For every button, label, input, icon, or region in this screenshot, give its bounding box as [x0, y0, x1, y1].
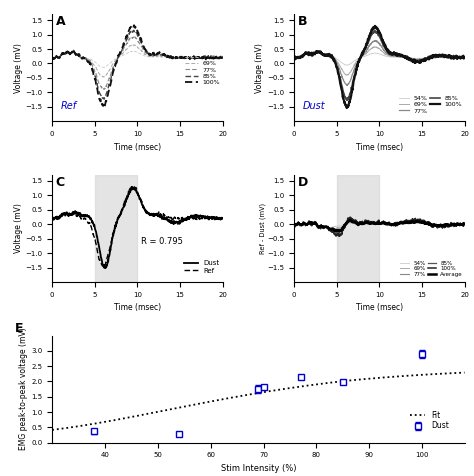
Ref: [220, 216, 226, 222]
Ref: [49, 215, 55, 221]
Ref: [100, 264, 106, 269]
Bar: [95, 175, 137, 282]
Ref: [127, 187, 132, 192]
Legend: 54%, 69%, 77%, 85%, 100%, Average: 54%, 69%, 77%, 85%, 100%, Average: [398, 258, 465, 279]
X-axis label: Time (msec): Time (msec): [356, 143, 403, 152]
Ref: [150, 212, 156, 218]
Text: Dust: Dust: [302, 100, 325, 111]
Fit: [295, 384, 301, 390]
Legend: Fit, Dust: Fit, Dust: [407, 408, 453, 434]
Fit: [397, 373, 402, 379]
X-axis label: Time (msec): Time (msec): [114, 143, 161, 152]
Text: C: C: [55, 176, 64, 189]
Bar: [337, 175, 379, 282]
Ref: [80, 216, 85, 222]
Fit: [49, 427, 55, 433]
Fit: [301, 383, 307, 389]
Fit: [423, 372, 429, 377]
Dust: [178, 219, 184, 225]
Dust: [220, 215, 226, 221]
Legend: 54%, 69%, 77%, 85%, 100%: 54%, 69%, 77%, 85%, 100%: [397, 93, 465, 116]
Text: R = 0.795: R = 0.795: [141, 237, 182, 246]
Dust: [127, 189, 132, 195]
Dust: [129, 184, 135, 190]
Legend: 54%, 69%, 77%, 85%, 100%: 54%, 69%, 77%, 85%, 100%: [182, 52, 223, 88]
Y-axis label: Voltage (mV): Voltage (mV): [14, 204, 23, 253]
Legend: Dust, Ref: Dust, Ref: [182, 258, 222, 277]
Y-axis label: Voltage (mV): Voltage (mV): [255, 43, 264, 93]
Ref: [164, 214, 169, 219]
Text: Ref: Ref: [61, 100, 77, 111]
Text: D: D: [298, 176, 308, 189]
Dust: [93, 228, 99, 234]
Fit: [462, 370, 467, 376]
X-axis label: Stim Intensity (%): Stim Intensity (%): [220, 464, 296, 473]
Y-axis label: EMG peak-to-peak voltage (mV): EMG peak-to-peak voltage (mV): [19, 328, 28, 450]
Dust: [150, 211, 156, 217]
Dust: [49, 217, 55, 222]
Fit: [51, 427, 56, 433]
X-axis label: Time (msec): Time (msec): [356, 303, 403, 312]
Text: A: A: [55, 15, 65, 29]
X-axis label: Time (msec): Time (msec): [114, 303, 161, 312]
Fit: [293, 384, 299, 390]
Ref: [130, 184, 136, 189]
Line: Dust: Dust: [52, 187, 223, 268]
Dust: [164, 217, 169, 222]
Line: Fit: Fit: [52, 373, 465, 430]
Text: E: E: [15, 321, 24, 335]
Dust: [102, 265, 108, 271]
Ref: [178, 216, 184, 221]
Ref: [93, 240, 99, 246]
Y-axis label: Ref - Dust (mV): Ref - Dust (mV): [259, 203, 266, 254]
Text: B: B: [298, 15, 307, 29]
Y-axis label: Voltage (mV): Voltage (mV): [14, 43, 23, 93]
Line: Ref: Ref: [52, 187, 223, 267]
Dust: [80, 213, 85, 219]
